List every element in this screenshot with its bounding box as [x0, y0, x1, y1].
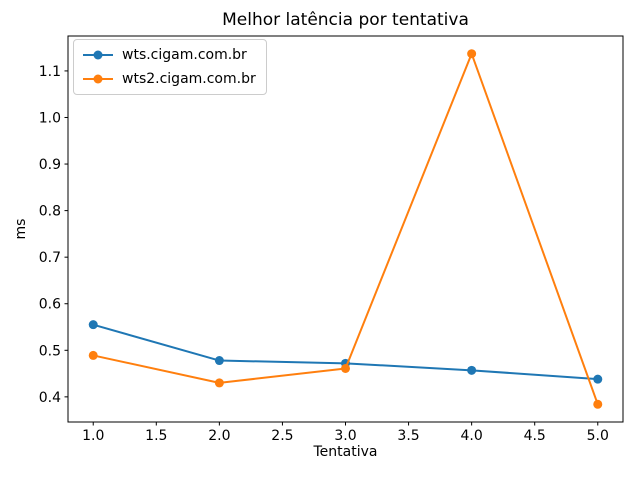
- x-axis-ticks: 1.0 1.5 2.0 2.5 3.0 3.5 4.0 4.5 5.0: [82, 422, 609, 444]
- y-axis-label: ms: [13, 218, 29, 240]
- x-tick-label: 1.5: [145, 428, 167, 444]
- y-tick-label: 0.9: [39, 157, 61, 173]
- legend: wts.cigam.com.br wts2.cigam.com.br: [73, 39, 267, 95]
- series-wts.cigam.com.br: [88, 320, 603, 384]
- y-tick-label: 0.7: [39, 250, 61, 266]
- legend-line-marker-icon: [83, 74, 113, 84]
- x-tick-label: 3.5: [397, 428, 419, 444]
- legend-line-marker-icon: [83, 50, 113, 60]
- data-point-marker: [467, 365, 477, 375]
- y-tick-label: 0.5: [39, 343, 61, 359]
- legend-entry-wts2: wts2.cigam.com.br: [82, 69, 256, 89]
- data-point-marker: [88, 350, 98, 360]
- y-tick-label: 1.1: [39, 64, 61, 80]
- legend-label: wts2.cigam.com.br: [122, 71, 256, 87]
- y-tick-label: 0.4: [39, 390, 61, 406]
- y-axis-ticks: 0.4 0.5 0.6 0.7 0.8 0.9 1.0 1.1: [39, 64, 68, 406]
- y-tick-label: 0.8: [39, 204, 61, 220]
- x-tick-label: 2.5: [271, 428, 293, 444]
- data-point-marker: [214, 356, 224, 366]
- series-wts2.cigam.com.br: [88, 49, 603, 409]
- x-tick-label: 1.0: [82, 428, 104, 444]
- chart-title: Melhor latência por tentativa: [222, 10, 469, 30]
- y-tick-label: 0.6: [39, 297, 61, 313]
- legend-label: wts.cigam.com.br: [122, 47, 247, 63]
- data-point-marker: [88, 320, 98, 330]
- legend-entry-wts: wts.cigam.com.br: [82, 45, 256, 65]
- data-point-marker: [593, 374, 603, 384]
- data-point-marker: [214, 378, 224, 388]
- y-tick-label: 1.0: [39, 110, 61, 126]
- x-axis-label: Tentativa: [313, 444, 378, 460]
- x-tick-label: 3.0: [334, 428, 356, 444]
- data-point-marker: [467, 49, 477, 59]
- series-line: [93, 52, 599, 405]
- data-point-marker: [593, 399, 603, 409]
- x-tick-label: 5.0: [587, 428, 609, 444]
- data-point-marker: [341, 363, 350, 373]
- x-tick-label: 2.0: [208, 428, 230, 444]
- x-tick-label: 4.5: [524, 428, 546, 444]
- x-tick-label: 4.0: [461, 428, 483, 444]
